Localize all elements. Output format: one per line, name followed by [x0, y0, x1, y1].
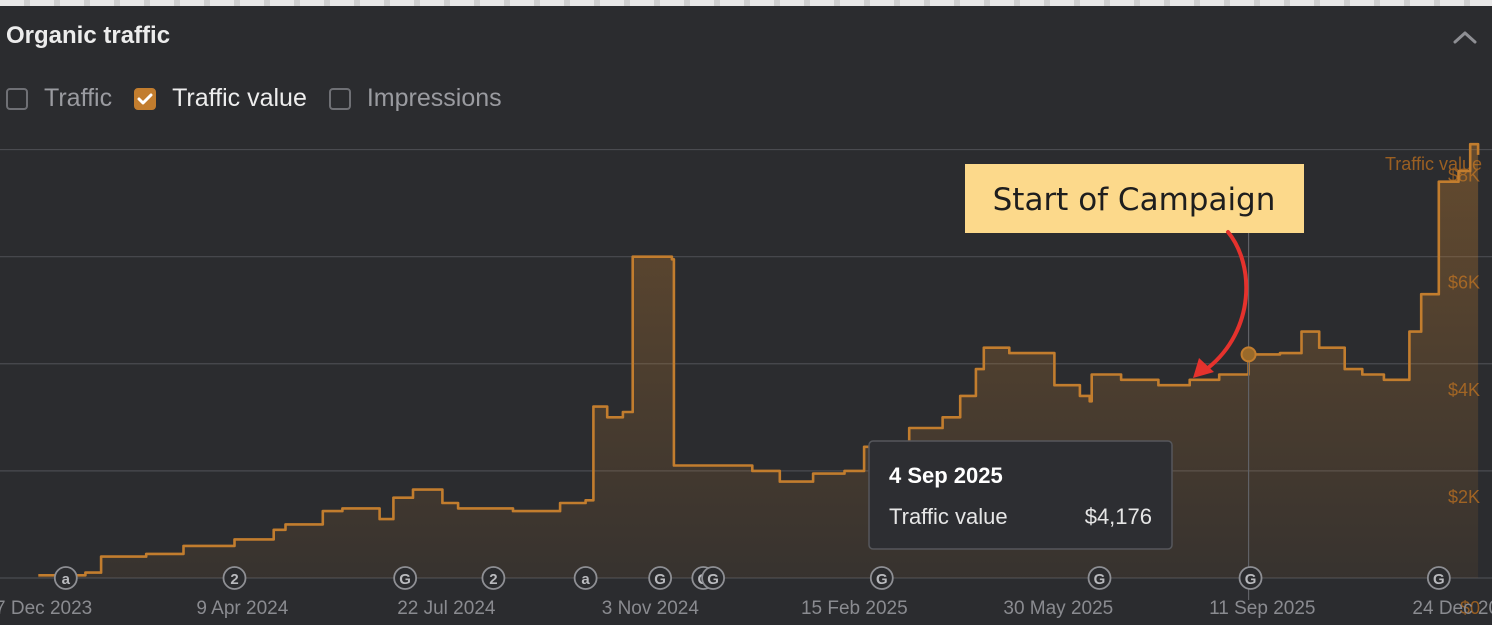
toggle-traffic-value-label: Traffic value — [172, 84, 307, 112]
event-marker-circle — [1238, 566, 1263, 590]
event-marker-label: a — [62, 571, 71, 588]
annotation-arrow — [1206, 230, 1249, 370]
x-tick-label: 22 Jul 2024 — [397, 598, 496, 619]
checkmark-icon — [137, 93, 153, 104]
tooltip-box — [868, 440, 1173, 550]
event-marker-label: G — [876, 571, 888, 588]
event-marker-label: G — [1433, 571, 1445, 588]
event-marker-circle — [53, 566, 78, 590]
toggle-traffic-value[interactable]: Traffic value — [134, 84, 307, 113]
event-marker: 2 — [222, 566, 247, 590]
tooltip-series-label: Traffic value — [889, 504, 1008, 529]
x-tick-label: 30 May 2025 — [1003, 598, 1113, 619]
top-border — [0, 0, 1492, 6]
event-marker-label: G — [707, 571, 719, 588]
event-marker-circle — [1426, 566, 1451, 590]
x-tick-label: 27 Dec 2023 — [0, 598, 92, 619]
x-tick-label: 24 Dec 2025 — [1412, 598, 1492, 619]
event-marker: a — [573, 566, 598, 590]
series-line — [38, 142, 1480, 577]
annotation: Start of Campaign — [965, 164, 1304, 378]
traffic-checkbox[interactable] — [6, 87, 28, 110]
event-marker: G — [869, 566, 894, 590]
annotation-arrowhead — [1193, 358, 1214, 378]
event-marker-label: a — [581, 571, 590, 588]
toggle-traffic-label: Traffic — [44, 84, 113, 112]
event-marker-circle — [1087, 566, 1112, 590]
tooltip: 4 Sep 2025 Traffic value $4,176 — [868, 440, 1173, 550]
event-marker-circle — [701, 566, 725, 590]
toggle-traffic[interactable]: Traffic — [6, 84, 112, 113]
event-marker: G — [1238, 566, 1263, 590]
y-axis-title: Traffic value — [1385, 154, 1482, 174]
x-tick-label: 11 Sep 2025 — [1209, 598, 1315, 619]
event-marker: 2 — [481, 566, 506, 590]
chevron-up-icon — [1453, 31, 1477, 44]
toggle-impressions-label: Impressions — [366, 84, 502, 112]
annotation-box — [965, 164, 1304, 233]
y-tick-label: $0 — [1460, 598, 1480, 618]
tooltip-value: $4,176 — [1085, 504, 1152, 529]
event-marker-label: G — [1245, 571, 1257, 588]
event-marker: a — [53, 566, 78, 590]
event-marker-circle — [869, 566, 894, 590]
panel-title: Organic traffic — [6, 22, 171, 49]
event-marker-label: G — [654, 571, 666, 588]
annotation-label: Start of Campaign — [993, 182, 1276, 218]
x-tick-label: 15 Feb 2025 — [801, 598, 908, 619]
event-marker-label: G — [399, 571, 411, 588]
event-marker: G — [1087, 566, 1112, 590]
toggle-impressions[interactable]: Impressions — [328, 84, 502, 113]
event-marker: G — [393, 566, 418, 590]
collapse-button[interactable] — [1448, 22, 1482, 52]
event-marker: G — [701, 566, 725, 590]
event-marker-circle — [481, 566, 506, 590]
event-marker-label: 2 — [489, 571, 497, 588]
event-marker-label: G — [1094, 571, 1106, 588]
event-marker-label: 2 — [230, 571, 238, 588]
x-tick-label: 9 Apr 2024 — [196, 598, 288, 619]
x-tick-label: 3 Nov 2024 — [602, 598, 700, 619]
event-marker: G — [648, 566, 673, 590]
impressions-checkbox[interactable] — [328, 87, 351, 110]
metric-toggles: Traffic Traffic value Impressions — [6, 84, 524, 113]
event-marker-circle — [573, 566, 598, 590]
event-marker-circle — [222, 566, 247, 590]
traffic-value-checkbox[interactable] — [134, 87, 157, 110]
event-marker: G — [1426, 566, 1451, 590]
tooltip-date: 4 Sep 2025 — [889, 463, 1003, 488]
event-marker-circle — [393, 566, 418, 590]
hover-point — [1240, 346, 1257, 363]
event-marker-circle — [648, 566, 673, 590]
